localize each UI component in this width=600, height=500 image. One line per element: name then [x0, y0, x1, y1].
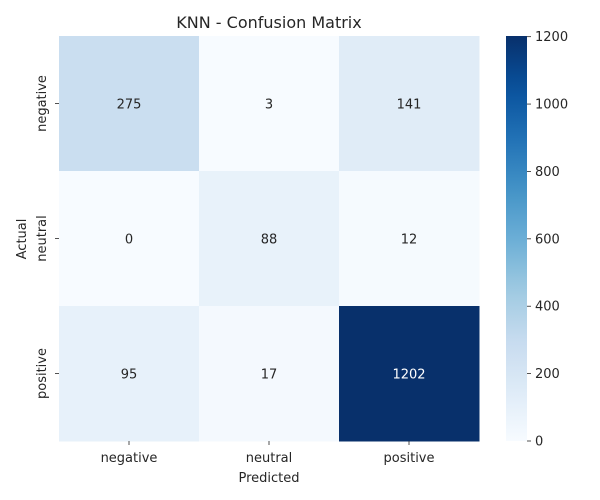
cell-value-label: 95	[121, 368, 138, 383]
cell-value-label: 88	[261, 233, 278, 248]
heatmap-cell	[339, 171, 480, 307]
x-axis-label: Predicted	[238, 471, 299, 486]
y-axis-label: Actual	[15, 219, 30, 260]
colorbar-tick-label: 0	[535, 435, 543, 450]
cell-value-label: 3	[265, 98, 273, 113]
y-tick-label: negative	[35, 75, 50, 132]
heatmap-cell	[199, 36, 340, 172]
cell-value-label: 1202	[392, 368, 425, 383]
colorbar	[506, 36, 527, 441]
colorbar-tick-label: 400	[535, 300, 560, 315]
heatmap-cell	[199, 306, 340, 442]
heatmap-cell	[59, 36, 200, 172]
heatmap-cell	[199, 171, 340, 307]
colorbar-tick-label: 200	[535, 367, 560, 382]
cell-value-label: 12	[401, 233, 418, 248]
heatmap-cell	[59, 306, 200, 442]
heatmap-cell	[59, 171, 200, 307]
y-axis-ticks: negative neutral positive	[35, 75, 59, 399]
cell-value-label: 17	[261, 368, 278, 383]
heatmap-cells: 275 3 141 0 88 12 95 17 1202	[59, 36, 480, 442]
x-axis-ticks: negative neutral positive	[101, 441, 435, 466]
cell-value-label: 275	[117, 98, 142, 113]
heatmap-cell	[339, 306, 480, 442]
y-tick-label: positive	[35, 348, 50, 399]
cell-value-label: 141	[397, 98, 422, 113]
colorbar-tick-label: 800	[535, 165, 560, 180]
x-tick-label: neutral	[246, 451, 293, 466]
chart-title: KNN - Confusion Matrix	[176, 13, 361, 32]
colorbar-ticks: 0 200 400 600 800 1000 1200	[527, 30, 568, 450]
y-tick-label: neutral	[35, 215, 50, 262]
x-tick-label: negative	[101, 451, 158, 466]
colorbar-tick-label: 600	[535, 232, 560, 247]
colorbar-tick-label: 1000	[535, 98, 568, 113]
cell-value-label: 0	[125, 233, 133, 248]
colorbar-tick-label: 1200	[535, 30, 568, 45]
x-tick-label: positive	[384, 451, 435, 466]
heatmap-cell	[339, 36, 480, 172]
